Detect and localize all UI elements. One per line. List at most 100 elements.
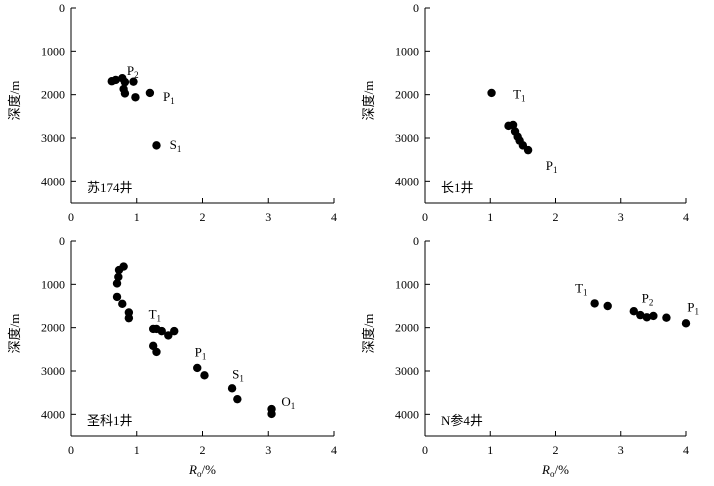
well-label: N参4井 (441, 413, 483, 428)
data-point (508, 120, 518, 130)
stratum-label-main: P (642, 291, 649, 306)
y-tick-label: 1000 (395, 44, 419, 58)
well-label: 长1井 (441, 180, 474, 195)
stratum-label-sub: 1 (695, 306, 700, 316)
stratum-label-main: P (163, 89, 170, 104)
y-axis-label: 深度/m (361, 81, 376, 121)
x-tick-label: 1 (487, 210, 493, 224)
well-label: 圣科1井 (87, 413, 133, 428)
y-tick-label: 1000 (41, 44, 65, 58)
data-point (120, 89, 130, 98)
stratum-label-sub: 1 (157, 314, 162, 324)
x-axis-label-suffix: /% (555, 462, 570, 477)
stratum-label-sub: 1 (583, 288, 588, 298)
stratum-label: O1 (281, 394, 295, 411)
x-axis-label-sub: o (197, 469, 202, 479)
y-tick-label: 3000 (41, 131, 65, 145)
x-tick-label: 0 (422, 443, 428, 457)
y-tick-label: 2000 (395, 321, 419, 335)
y-tick-label: 4000 (395, 174, 419, 188)
data-point (120, 77, 130, 87)
stratum-label: P1 (195, 344, 207, 361)
stratum-label-sub: 2 (649, 298, 654, 308)
data-point (170, 326, 179, 336)
y-tick-label: 2000 (41, 88, 65, 102)
stratum-label-main: S (170, 137, 177, 152)
y-tick-label: 0 (59, 1, 65, 15)
x-tick-label: 2 (200, 210, 206, 224)
data-point (129, 77, 138, 86)
y-tick-label: 4000 (41, 174, 65, 188)
x-tick-label: 4 (683, 443, 689, 457)
x-tick-label: 4 (683, 210, 689, 224)
data-point (118, 299, 127, 309)
x-tick-label: 2 (553, 210, 559, 224)
x-tick-label: 2 (553, 443, 559, 457)
data-point (629, 307, 638, 316)
stratum-label-sub: 1 (170, 96, 175, 106)
x-tick-label: 3 (265, 443, 271, 457)
y-tick-label: 0 (413, 1, 419, 15)
stratum-label: P2 (127, 63, 139, 80)
y-tick-label: 2000 (41, 321, 65, 335)
data-point (233, 394, 242, 404)
stratum-label: S1 (232, 366, 244, 383)
data-point (487, 88, 496, 98)
x-tick-label: 0 (68, 443, 74, 457)
stratum-label-main: P (687, 299, 694, 314)
data-point (642, 313, 652, 322)
stratum-label-main: T (513, 87, 521, 102)
stratum-label: T1 (149, 307, 161, 324)
data-point (662, 313, 671, 322)
y-tick-label: 3000 (41, 364, 65, 378)
x-tick-label: 1 (487, 443, 493, 457)
stratum-label: P2 (642, 291, 654, 308)
data-point (200, 371, 209, 380)
y-axis-label: 深度/m (7, 314, 22, 354)
data-point (145, 88, 155, 98)
stratum-label-sub: 1 (202, 351, 207, 361)
data-point (267, 409, 276, 419)
x-tick-label: 2 (200, 443, 206, 457)
stratum-label: P1 (546, 158, 558, 175)
x-axis-label-main: R (541, 462, 550, 477)
stratum-label-sub: 1 (177, 144, 182, 154)
stratum-label-sub: 1 (291, 401, 296, 411)
x-tick-label: 3 (618, 443, 624, 457)
y-tick-label: 4000 (41, 407, 65, 421)
x-tick-label: 1 (134, 210, 140, 224)
y-tick-label: 0 (413, 234, 419, 248)
y-tick-label: 3000 (395, 364, 419, 378)
stratum-label-main: S (232, 366, 239, 381)
x-tick-label: 0 (68, 210, 74, 224)
well-label: 苏174井 (87, 180, 133, 195)
stratum-label-main: P (127, 63, 134, 78)
x-tick-label: 1 (134, 443, 140, 457)
data-point (131, 93, 140, 102)
x-tick-label: 3 (618, 210, 624, 224)
stratum-label-main: T (575, 281, 583, 296)
x-tick-label: 3 (265, 210, 271, 224)
stratum-label-main: O (281, 394, 290, 409)
data-point (114, 265, 124, 275)
x-axis-label: Ro/% (541, 462, 569, 479)
data-point (112, 292, 122, 302)
stratum-label: P1 (163, 89, 175, 106)
data-point (114, 272, 123, 282)
stratum-label-sub: 2 (134, 70, 139, 80)
data-point (681, 319, 691, 328)
stratum-label-main: P (546, 158, 553, 173)
y-axis-label: 深度/m (361, 314, 376, 354)
x-tick-label: 4 (331, 210, 337, 224)
y-tick-label: 1000 (41, 277, 65, 291)
data-point (227, 384, 237, 393)
stratum-label-sub: 1 (239, 373, 244, 383)
data-point (112, 279, 122, 288)
data-point (590, 299, 599, 308)
data-point (111, 75, 120, 85)
y-tick-label: 4000 (395, 407, 419, 421)
